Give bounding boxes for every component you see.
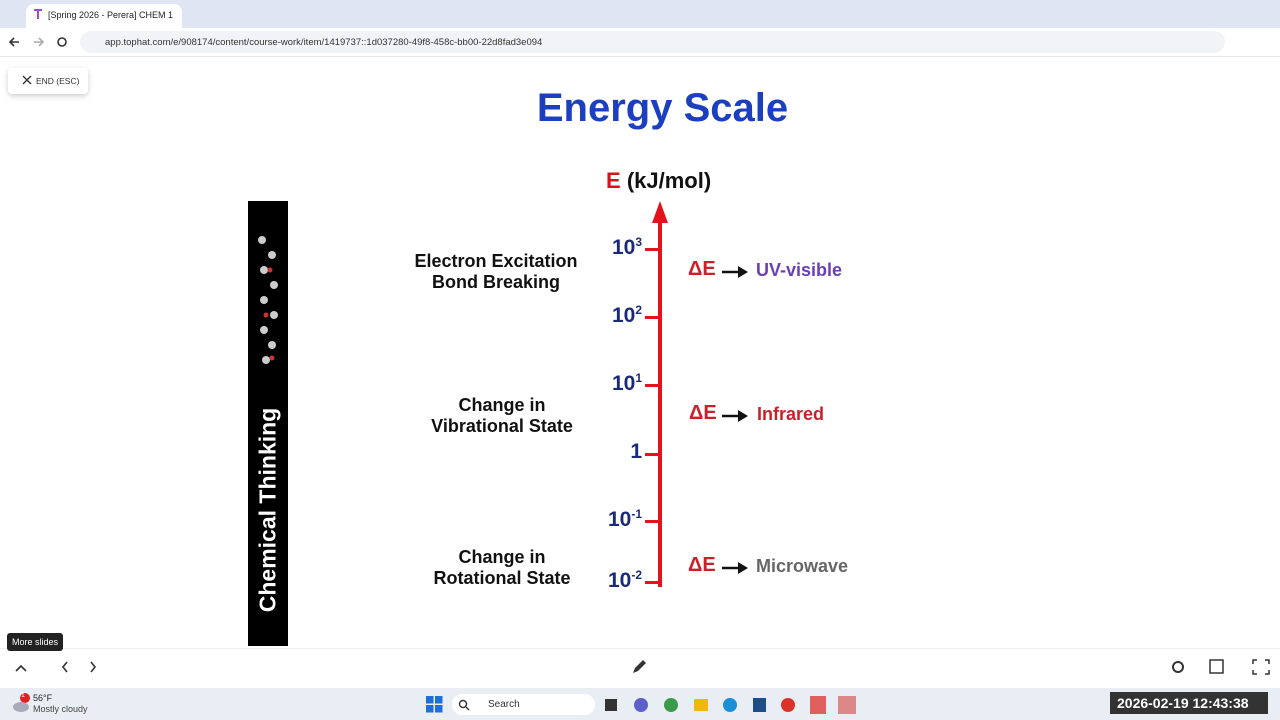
- url-box[interactable]: app.tophat.com/e/908174/content/course-w…: [80, 31, 1225, 53]
- region-line: Vibrational State: [431, 416, 573, 436]
- region-label: Electron Excitation Bond Breaking: [396, 251, 596, 293]
- delta-e: ΔE: [689, 402, 717, 424]
- search-icon: [458, 699, 470, 711]
- axis-unit: (kJ/mol): [626, 168, 712, 193]
- region-line: Rotational State: [433, 568, 571, 588]
- search-box[interactable]: Search: [452, 694, 595, 715]
- more-slides-tooltip: More slides: [7, 633, 64, 651]
- arrow: [722, 562, 748, 574]
- molecule-image: [258, 236, 278, 364]
- region-line: Electron Excitation: [414, 251, 578, 271]
- tick-label: 10-1: [582, 507, 642, 532]
- url: app.tophat.com/e/908174/content/course-w…: [105, 37, 543, 48]
- weather-desc: Mostly cloudy: [33, 704, 88, 714]
- tab-bar: [0, 0, 1280, 28]
- weather-icon: [13, 693, 30, 712]
- right-tools[interactable]: [1170, 658, 1270, 676]
- tick-mark: [645, 452, 660, 456]
- taskbar-apps[interactable]: [425, 695, 865, 715]
- region-line: Change in: [458, 547, 546, 567]
- tab-icon: [34, 9, 42, 19]
- banner: [248, 201, 288, 646]
- tick-base: 10: [611, 372, 636, 395]
- tab-title: [Spring 2026 - Perera] CHEM 1: [48, 10, 174, 20]
- region-line: Change in: [458, 395, 546, 415]
- tick-exponent: 2: [635, 303, 642, 317]
- energy-axis: [652, 201, 668, 587]
- nav-buttons[interactable]: [0, 30, 80, 54]
- tick-exponent: -2: [631, 568, 642, 582]
- tick-exponent: -1: [631, 507, 642, 521]
- tick-mark: [645, 315, 660, 319]
- delta-e: ΔE: [688, 258, 716, 280]
- radiation-label: Infrared: [757, 404, 825, 424]
- close-icon: [22, 75, 32, 85]
- tick-label: 102: [582, 303, 642, 328]
- radiation-label: UV-visible: [756, 260, 843, 280]
- tick-mark: [645, 580, 660, 584]
- tick-label: 1: [582, 440, 642, 464]
- end-label: END (ESC): [36, 76, 80, 86]
- tick-label: 101: [582, 371, 642, 396]
- weather-badge: 1: [21, 692, 25, 699]
- arrow: [722, 410, 748, 422]
- tick-mark: [645, 247, 660, 251]
- region-line: Bond Breaking: [431, 272, 560, 292]
- axis-label: E (kJ/mol): [606, 168, 711, 194]
- axis-symbol: E: [606, 168, 621, 193]
- radiation-label: Microwave: [756, 556, 849, 576]
- tick-exponent: 3: [635, 235, 642, 249]
- delta-e: ΔE: [688, 554, 716, 576]
- pen-tool[interactable]: [630, 658, 648, 676]
- tick-mark: [645, 519, 660, 523]
- tick-base: 1: [630, 440, 642, 463]
- weather-temp: 56°F: [33, 693, 53, 703]
- tick-label: 103: [582, 235, 642, 260]
- region-label: Change in Rotational State: [402, 547, 602, 589]
- tick-mark: [645, 383, 660, 387]
- tick-base: 10: [611, 236, 636, 259]
- region-label: Change in Vibrational State: [402, 395, 602, 437]
- tick-exponent: 1: [635, 371, 642, 385]
- arrow: [722, 266, 748, 278]
- browser-tab[interactable]: [Spring 2026 - Perera] CHEM 1: [26, 4, 182, 28]
- tick-base: 10: [607, 508, 632, 531]
- end-button[interactable]: END (ESC): [8, 68, 88, 94]
- tick-base: 10: [611, 304, 636, 327]
- banner-text: Chemical Thinking: [254, 407, 281, 613]
- slide-title: Energy Scale: [536, 86, 789, 130]
- search-label: Search: [488, 699, 520, 710]
- clock: 2026-02-19 12:43:38: [1110, 692, 1268, 714]
- slide-nav[interactable]: [10, 657, 110, 677]
- tick-base: 10: [607, 569, 632, 592]
- tick-label: 10-2: [582, 568, 642, 593]
